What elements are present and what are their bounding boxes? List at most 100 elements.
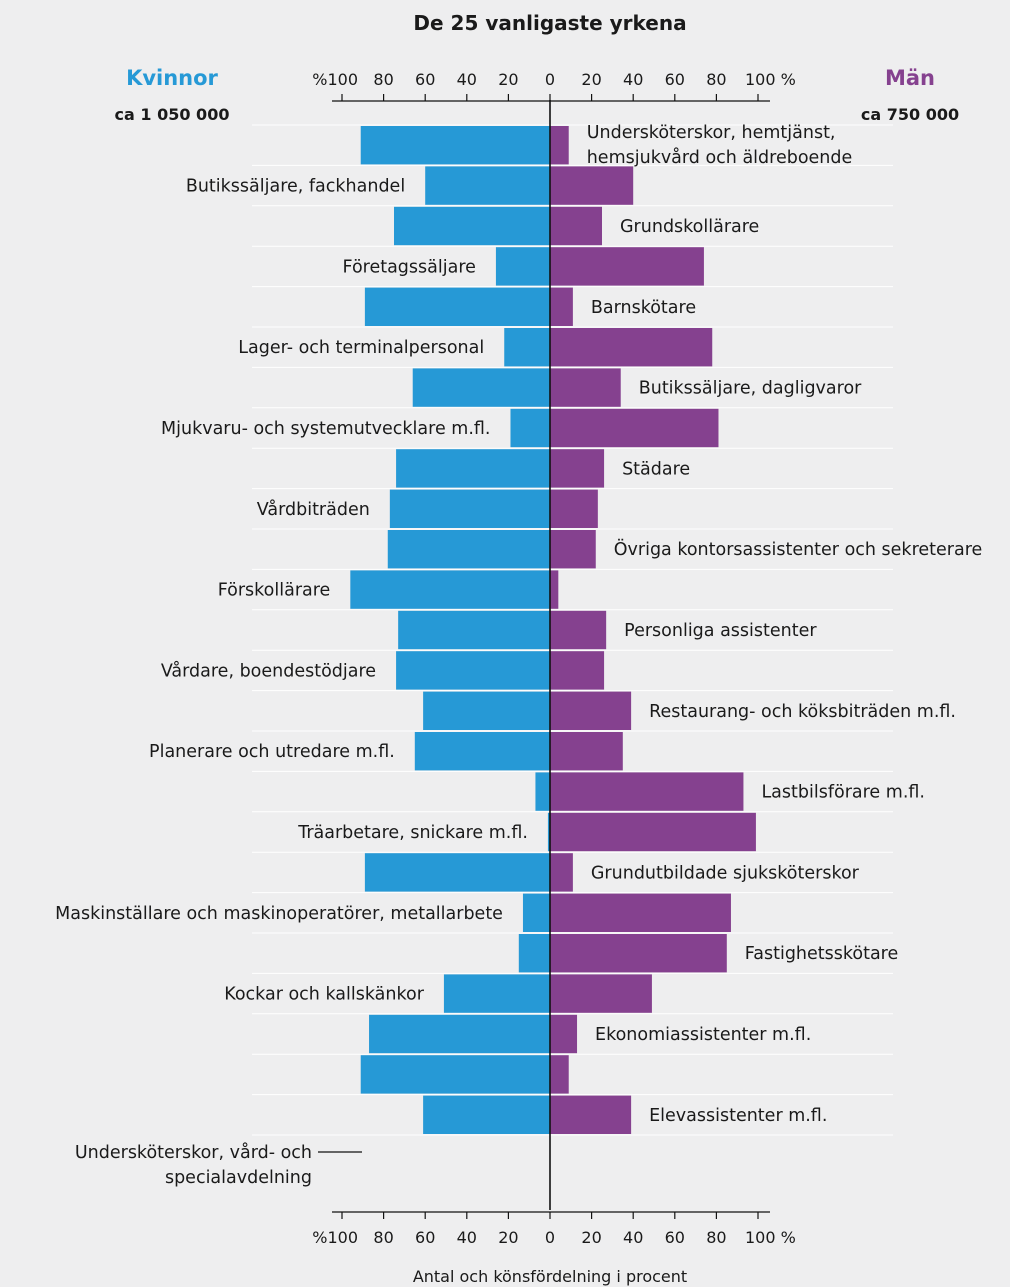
x-tick-label: 40 [623,1228,643,1247]
category-label: Kockar och kallskänkor [224,985,424,1005]
x-tick-label: 80 [373,1228,393,1247]
category-label: Undersköterskor, vård- och specialavdelni… [75,1142,312,1188]
bar-men [550,893,731,932]
bar-women [547,812,550,852]
x-tick-label: %100 [312,70,358,89]
category-label: Butikssäljare, fackhandel [186,177,405,197]
bar-men [550,408,719,448]
x-tick-label: 20 [498,1228,518,1247]
bar-men [550,853,573,892]
bar-men [550,166,634,205]
x-tick-label: 60 [415,1228,435,1247]
bar-women [387,530,550,569]
category-label: Grundskollärare [620,217,759,237]
bars-layer [252,124,893,1136]
bar-women [535,772,550,811]
bar-men [550,206,602,246]
bar-men [550,287,573,326]
category-label: Elevassistenter m.fl. [649,1106,827,1126]
x-tick-label: 80 [706,70,726,89]
axes-layer: %100 80 60 40 20 0 20 40 60 80 100 % %100 80 60 40 20 0 2… [312,70,796,1247]
x-tick-label: 80 [706,1228,726,1247]
x-tick-label: 0 [545,70,555,89]
x-tick-label: 40 [457,70,477,89]
bar-women [518,934,550,973]
x-tick-label: 100 % [745,70,796,89]
bar-men [550,1014,578,1054]
bar-women [414,732,550,771]
right-group-total: ca 750 000 [861,105,959,124]
bar-women [396,651,550,690]
bar-men [550,812,756,852]
x-tick-label: 80 [373,70,393,89]
left-group-label: Kvinnor [126,66,218,90]
bar-men [550,570,559,609]
bar-men [550,651,605,690]
bar-men [550,489,598,528]
bar-women [522,893,550,932]
category-label: Ekonomiassistenter m.fl. [595,1025,811,1045]
bar-women [350,570,550,609]
bar-men [550,732,623,771]
x-tick-label: 60 [415,70,435,89]
category-label: Vårdbiträden [257,499,370,520]
bar-women [504,328,550,367]
category-label: Barnskötare [591,298,696,318]
bar-women [389,489,550,528]
category-labels-layer: Undersköterskor, hemtjänst, hemsjukvård o… [55,123,982,1188]
category-label: Företagssäljare [343,257,476,277]
bar-women [425,166,550,205]
bar-men [550,328,713,367]
category-label: Städare [622,459,690,479]
category-label: Lastbilsförare m.fl. [761,783,925,803]
bar-men [550,247,704,286]
category-label: Fastighetsskötare [745,944,898,964]
x-tick-label: 100 % [745,1228,796,1247]
bar-women [412,368,550,407]
x-tick-label: 40 [623,70,643,89]
bar-men [550,772,744,811]
category-label: Personliga assistenter [624,621,817,641]
bar-women [443,974,550,1013]
x-tick-label: %100 [312,1228,358,1247]
x-tick-label: 40 [457,1228,477,1247]
bar-women [369,1014,550,1054]
bar-men [550,934,727,973]
x-tick-label: 20 [498,70,518,89]
bar-women [364,287,550,326]
category-label: Mjukvaru- och systemutvecklare m.fl. [161,419,490,439]
bar-women [398,610,550,650]
category-label: Förskollärare [218,581,331,601]
chart-title: De 25 vanligaste yrkena [413,11,686,35]
bar-women [423,1095,550,1134]
bar-men [550,126,569,165]
bar-women [360,126,550,165]
bar-men [550,449,605,488]
category-label: Maskinställare och maskinoperatörer, met… [55,904,503,924]
category-label: Planerare och utredare m.fl. [149,742,395,762]
category-label: Restaurang- och köksbiträden m.fl. [649,702,956,722]
bar-women [364,853,550,892]
bar-women [396,449,550,488]
bar-men [550,1095,632,1134]
bar-women [423,691,550,730]
x-tick-label: 20 [581,1228,601,1247]
bar-men [550,1055,569,1094]
category-label: Träarbetare, snickare m.fl. [297,823,528,843]
x-tick-label: 0 [545,1228,555,1247]
bar-men [550,691,632,730]
category-label: Övriga kontorsassistenter och sekreterar… [614,538,983,560]
bar-men [550,368,621,407]
x-tick-label: 60 [665,1228,685,1247]
right-group-label: Män [885,66,935,90]
bar-men [550,530,596,569]
x-tick-label: 20 [581,70,601,89]
x-axis-label: Antal och könsfördelning i procent [413,1267,687,1286]
bar-women [510,408,550,448]
category-label: Lager- och terminalpersonal [238,338,484,358]
bar-men [550,974,652,1013]
category-label: Vårdare, boendestödjare [161,660,376,681]
category-label: Grundutbildade sjuksköterskor [591,863,860,883]
bar-men [550,610,607,650]
